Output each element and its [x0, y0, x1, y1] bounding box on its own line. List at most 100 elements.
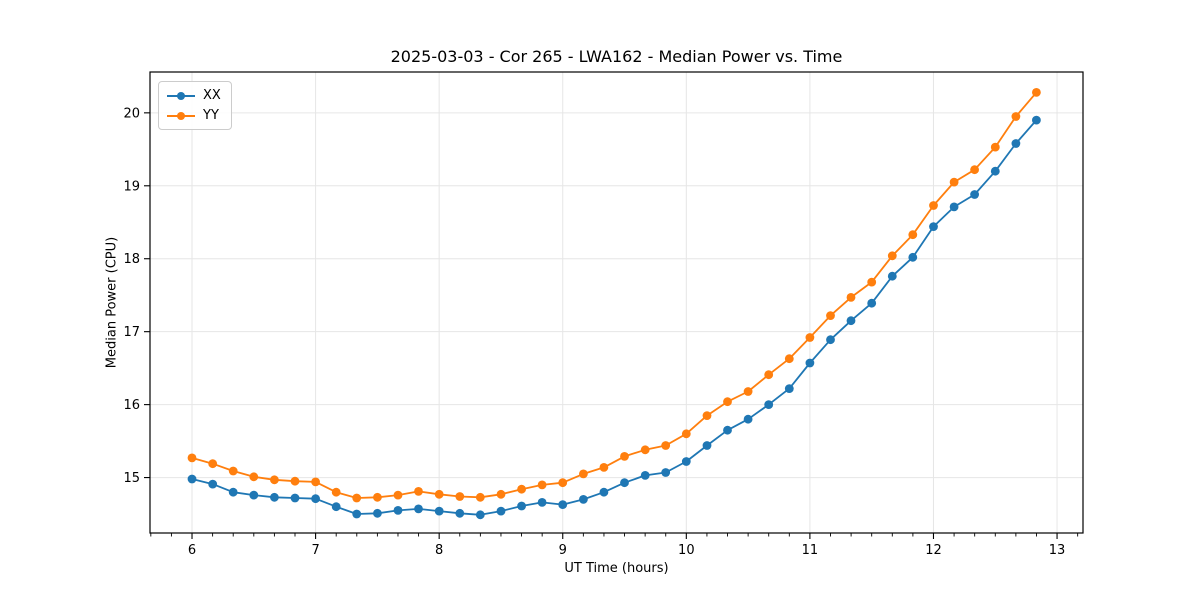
- x-tick-label: 12: [925, 543, 942, 558]
- data-point-yy: [867, 277, 877, 287]
- data-point-xx: [373, 508, 382, 518]
- data-point-yy: [352, 493, 362, 503]
- data-point-xx: [352, 509, 362, 519]
- data-point-xx: [558, 500, 568, 509]
- data-point-yy: [723, 397, 732, 407]
- data-point-xx: [228, 487, 238, 497]
- x-tick-label: 6: [188, 543, 196, 558]
- data-point-yy: [414, 487, 423, 496]
- data-point-yy: [393, 490, 403, 500]
- data-point-xx: [846, 316, 856, 326]
- data-point-xx: [414, 504, 423, 514]
- data-point-yy: [1011, 112, 1021, 121]
- data-point-xx: [784, 384, 794, 393]
- data-point-yy: [373, 492, 382, 502]
- data-point-xx: [579, 495, 588, 504]
- data-point-xx: [723, 425, 732, 435]
- data-point-yy: [702, 411, 712, 420]
- data-point-xx: [949, 202, 959, 212]
- data-point-xx: [1011, 139, 1021, 148]
- data-point-yy: [681, 429, 691, 439]
- data-point-yy: [455, 492, 465, 501]
- data-point-yy: [929, 201, 938, 210]
- data-point-xx: [661, 468, 671, 477]
- data-point-xx: [187, 474, 197, 484]
- data-point-xx: [826, 335, 835, 345]
- data-point-yy: [784, 354, 794, 364]
- y-tick-label: 19: [123, 179, 140, 194]
- data-point-yy: [558, 478, 568, 488]
- series-line-yy: [191, 91, 1038, 499]
- y-axis-label: Median Power (CPU): [104, 236, 120, 369]
- data-point-xx: [434, 506, 444, 516]
- data-point-xx: [1032, 115, 1041, 125]
- data-point-yy: [331, 487, 341, 497]
- data-point-yy: [579, 469, 588, 479]
- data-point-xx: [764, 400, 774, 409]
- data-point-yy: [434, 489, 444, 499]
- data-point-xx: [599, 487, 609, 497]
- data-point-yy: [290, 476, 300, 486]
- data-point-yy: [908, 230, 918, 240]
- legend-marker-yy: [167, 111, 195, 121]
- data-point-xx: [290, 493, 300, 503]
- x-tick-label: 10: [678, 543, 695, 558]
- data-point-xx: [517, 501, 526, 511]
- data-point-xx: [929, 222, 938, 232]
- legend-label-yy: YY: [203, 108, 219, 123]
- data-point-xx: [990, 166, 1000, 176]
- x-tick-label: 11: [802, 543, 819, 558]
- data-point-yy: [599, 463, 609, 472]
- data-point-xx: [702, 441, 712, 450]
- data-point-yy: [270, 475, 279, 485]
- data-point-xx: [270, 492, 279, 502]
- data-point-yy: [743, 387, 753, 396]
- data-point-xx: [393, 506, 403, 515]
- x-tick-label: 7: [311, 543, 319, 558]
- data-point-xx: [867, 298, 877, 308]
- y-tick-label: 18: [123, 252, 140, 267]
- data-point-xx: [805, 358, 815, 368]
- data-point-yy: [228, 466, 238, 476]
- series-line-xx: [191, 119, 1038, 516]
- data-point-xx: [311, 494, 320, 504]
- data-point-yy: [846, 293, 856, 302]
- data-point-xx: [496, 506, 506, 516]
- data-point-yy: [537, 480, 547, 490]
- data-point-yy: [661, 441, 671, 450]
- data-point-yy: [1032, 88, 1041, 97]
- data-point-yy: [187, 453, 197, 463]
- data-point-xx: [681, 457, 691, 466]
- data-point-xx: [887, 271, 897, 281]
- data-point-xx: [249, 490, 259, 500]
- y-tick-label: 15: [123, 471, 140, 486]
- legend-entry-yy: YY: [167, 107, 221, 124]
- data-point-yy: [475, 492, 485, 502]
- data-point-xx: [743, 414, 753, 424]
- data-point-yy: [208, 459, 218, 469]
- legend-entry-xx: XX: [167, 87, 221, 104]
- data-point-yy: [990, 142, 1000, 152]
- data-point-xx: [331, 502, 341, 512]
- x-axis-label: UT Time (hours): [564, 561, 669, 576]
- data-point-xx: [475, 510, 485, 520]
- y-tick-label: 16: [123, 398, 140, 413]
- x-tick-label: 9: [559, 543, 567, 558]
- data-point-yy: [249, 472, 259, 482]
- legend-label-xx: XX: [203, 88, 221, 103]
- data-point-yy: [496, 489, 506, 499]
- data-point-yy: [640, 445, 650, 455]
- data-point-yy: [764, 370, 774, 380]
- plot-border: [149, 71, 1084, 534]
- data-point-xx: [640, 471, 650, 480]
- legend: XX YY: [158, 81, 232, 130]
- data-point-yy: [517, 484, 526, 494]
- data-point-yy: [826, 311, 835, 320]
- x-tick-label: 13: [1049, 543, 1066, 558]
- data-point-yy: [620, 452, 629, 461]
- data-point-xx: [620, 478, 629, 488]
- x-tick-label: 8: [435, 543, 443, 558]
- data-point-xx: [908, 252, 918, 262]
